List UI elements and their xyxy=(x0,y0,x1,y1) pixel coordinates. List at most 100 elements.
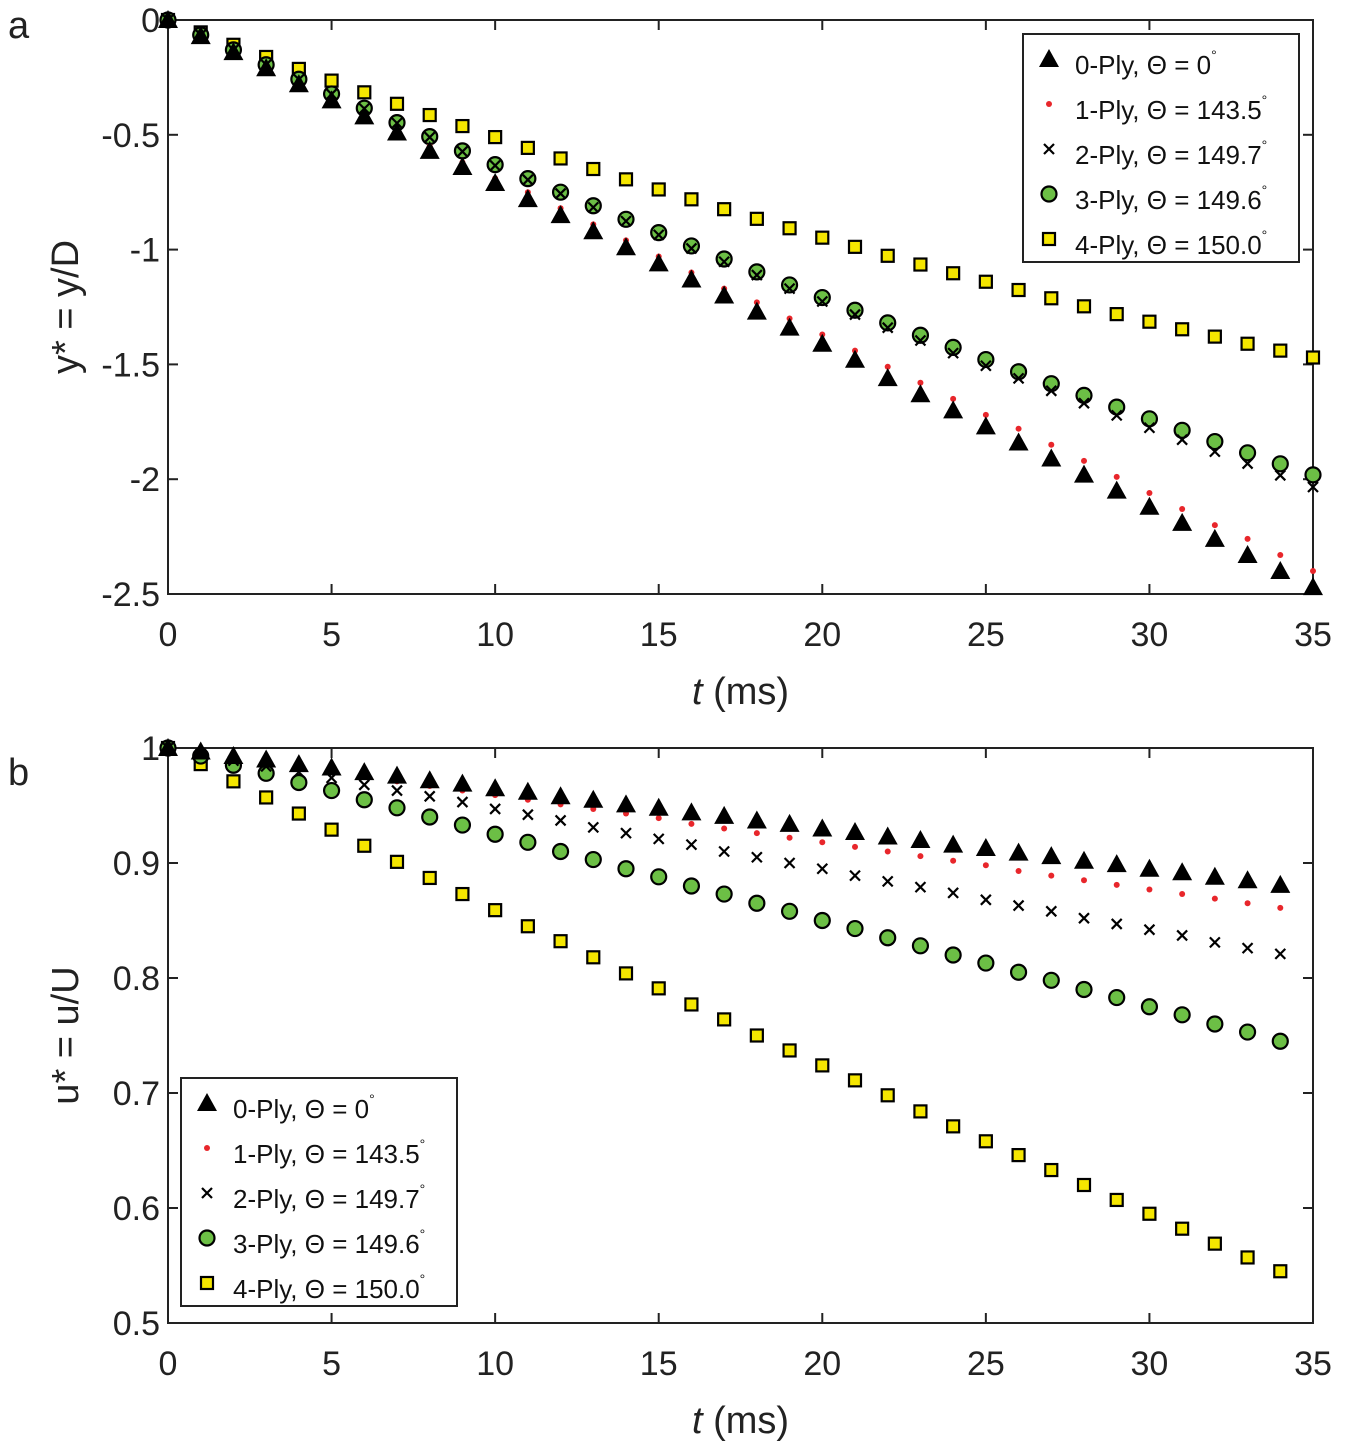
data-point xyxy=(583,221,604,240)
data-point xyxy=(358,779,371,791)
data-point xyxy=(1109,307,1124,322)
data-point xyxy=(980,894,992,906)
data-point xyxy=(1015,425,1022,432)
data-point xyxy=(917,379,924,386)
x-tick-label: 25 xyxy=(967,1345,1005,1383)
data-point xyxy=(1238,1023,1257,1041)
x-tick-label: 30 xyxy=(1131,1345,1169,1383)
data-point xyxy=(1078,912,1090,924)
data-point xyxy=(753,830,760,837)
data-point xyxy=(648,797,669,816)
x-tick-label: 5 xyxy=(322,616,341,654)
data-point xyxy=(1274,948,1287,960)
data-point xyxy=(910,384,931,403)
data-point xyxy=(387,765,407,784)
data-point xyxy=(914,334,927,347)
x-tick-label: 35 xyxy=(1294,1345,1332,1383)
data-point xyxy=(617,860,635,878)
data-point xyxy=(1142,314,1157,329)
data-point xyxy=(1211,522,1218,529)
data-point xyxy=(616,794,636,813)
y-axis-label: y* = y/D xyxy=(45,240,87,374)
data-point xyxy=(978,1134,993,1149)
data-point xyxy=(1273,343,1288,358)
data-point xyxy=(488,903,503,918)
legend-label: 4-Ply, Θ = 150.0° xyxy=(233,1271,425,1304)
data-point xyxy=(1304,466,1322,484)
data-point xyxy=(259,790,274,805)
data-point xyxy=(1011,1147,1026,1163)
data-point xyxy=(650,224,668,242)
data-point xyxy=(355,791,373,809)
data-point xyxy=(946,1119,961,1134)
data-point xyxy=(321,757,342,776)
data-point xyxy=(718,845,730,858)
data-point xyxy=(1081,877,1087,884)
data-point xyxy=(452,156,473,175)
data-point xyxy=(1204,866,1225,885)
data-point xyxy=(223,746,244,765)
data-point xyxy=(1009,963,1028,981)
data-point xyxy=(288,754,309,773)
data-point xyxy=(1176,929,1188,942)
data-point xyxy=(1048,441,1055,448)
series-x xyxy=(162,742,1287,960)
data-point xyxy=(914,881,927,893)
y-tick-label: 0.6 xyxy=(113,1190,160,1228)
data-point xyxy=(321,90,342,109)
data-point xyxy=(846,301,864,319)
data-point xyxy=(783,282,796,295)
data-point xyxy=(782,1043,797,1058)
data-point xyxy=(884,363,891,370)
data-point xyxy=(1303,577,1323,596)
data-point xyxy=(554,187,567,200)
data-point xyxy=(780,902,799,920)
legend-label: 0-Ply, Θ = 0° xyxy=(1075,47,1217,80)
data-point xyxy=(554,814,567,827)
data-point xyxy=(852,843,858,850)
data-point xyxy=(354,762,375,781)
x-tick-label: 0 xyxy=(159,1345,178,1383)
legend-box xyxy=(180,1077,458,1307)
data-point xyxy=(1307,481,1319,493)
data-point xyxy=(485,778,506,797)
data-point xyxy=(389,96,405,111)
x-tick-label: 35 xyxy=(1294,616,1332,654)
data-point xyxy=(158,738,178,756)
data-point xyxy=(1045,905,1058,918)
data-point xyxy=(584,197,602,215)
data-point xyxy=(522,174,534,186)
data-point xyxy=(1110,409,1123,422)
data-point xyxy=(324,73,339,88)
data-point xyxy=(453,816,472,834)
data-point xyxy=(783,857,796,869)
data-point xyxy=(1172,862,1193,881)
data-point xyxy=(1237,544,1258,563)
data-point xyxy=(1244,900,1251,907)
data-point xyxy=(354,106,375,125)
y-tick-label: -1.5 xyxy=(101,346,160,384)
data-point xyxy=(158,10,178,28)
data-point xyxy=(947,347,959,359)
data-point xyxy=(1173,1006,1191,1024)
data-point xyxy=(881,321,894,334)
data-point xyxy=(681,802,702,821)
data-point xyxy=(1204,528,1225,547)
data-point xyxy=(324,822,339,837)
data-point xyxy=(522,808,534,821)
data-point xyxy=(223,42,244,61)
legend-marker-x xyxy=(201,1187,213,1199)
x-axis-label: t (ms) xyxy=(692,671,789,713)
data-point xyxy=(717,1012,732,1027)
data-point xyxy=(980,360,992,372)
data-point xyxy=(779,813,800,832)
data-point xyxy=(1209,936,1221,949)
data-point xyxy=(488,129,503,145)
data-point xyxy=(1015,868,1022,875)
data-point xyxy=(943,400,964,419)
data-point xyxy=(748,263,766,281)
data-point xyxy=(455,118,470,134)
data-point xyxy=(489,159,501,172)
data-point xyxy=(455,886,470,902)
data-point xyxy=(1277,551,1284,558)
